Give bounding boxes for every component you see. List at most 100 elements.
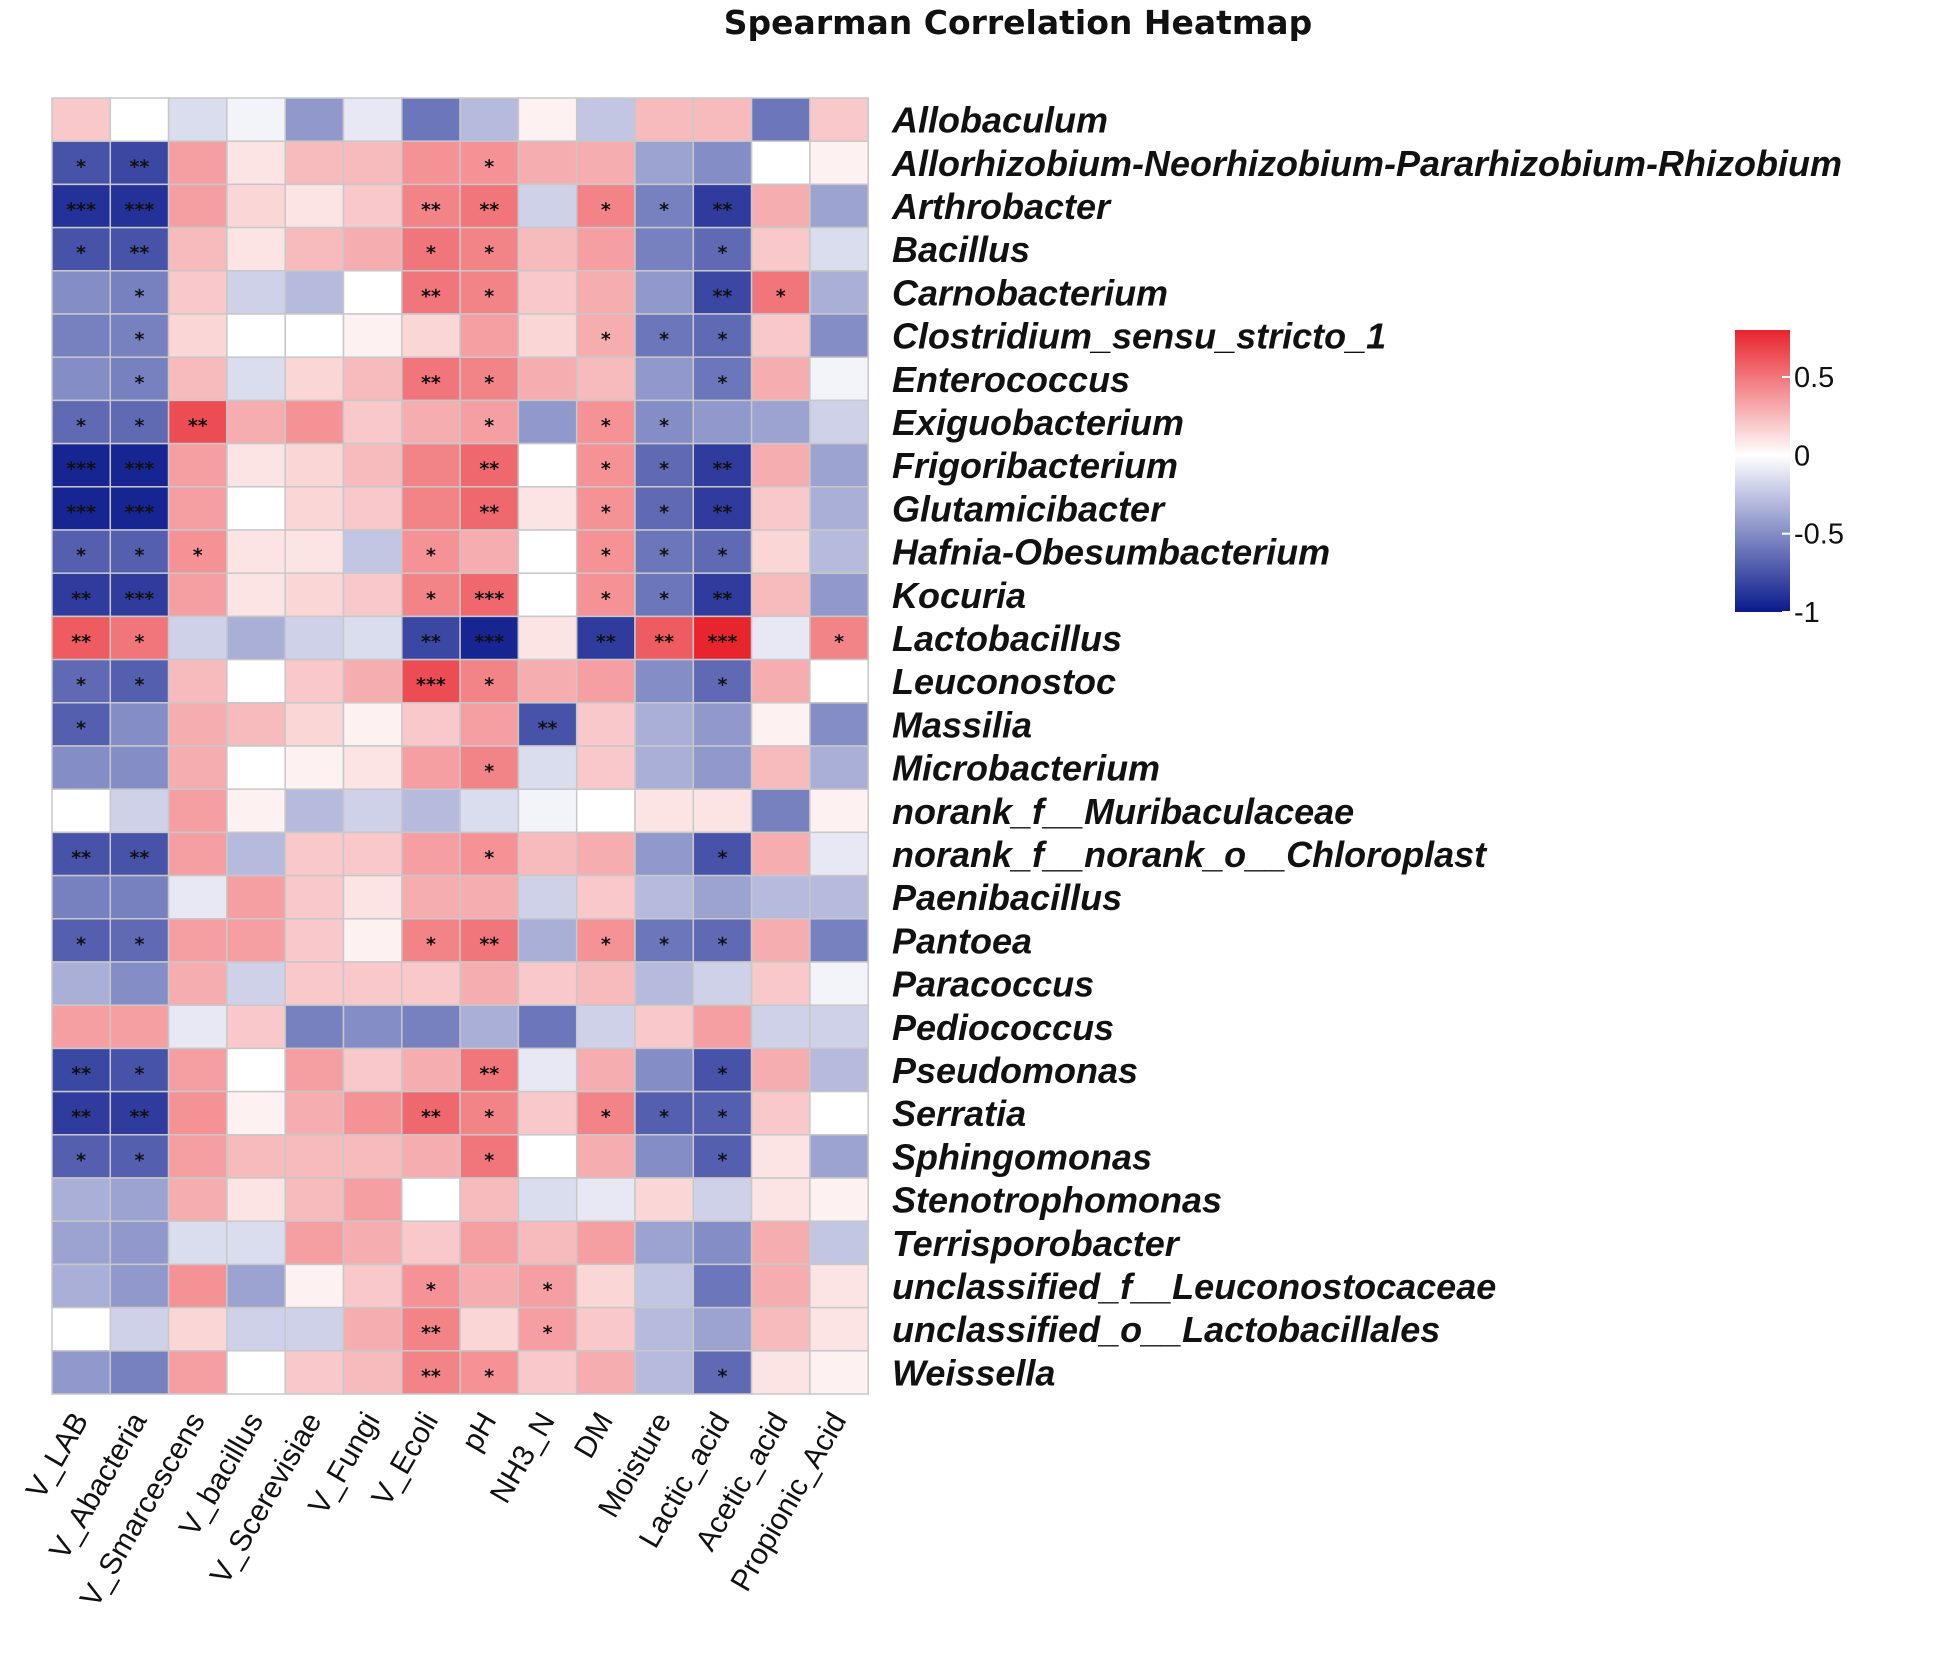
heatmap-cell <box>167 702 228 747</box>
significance-marker: * <box>717 674 727 696</box>
heatmap-cell <box>226 572 286 618</box>
heatmap-cell <box>109 140 170 186</box>
heatmap-cell <box>284 831 345 877</box>
heatmap-cell <box>634 702 695 747</box>
heatmap-cell <box>284 183 345 229</box>
heatmap-cell <box>401 1306 461 1352</box>
row-label: Serratia <box>892 1093 1026 1134</box>
heatmap-cell <box>167 356 228 402</box>
heatmap-cell <box>342 1306 403 1352</box>
heatmap-cell <box>226 788 286 834</box>
heatmap-cell <box>459 1004 520 1050</box>
heatmap-cell <box>517 831 578 877</box>
heatmap-cell <box>459 1306 520 1352</box>
significance-marker: * <box>659 545 669 567</box>
heatmap-cell <box>284 1047 345 1093</box>
significance-marker: ** <box>421 285 441 307</box>
significance-marker: ** <box>130 242 150 264</box>
heatmap-cell <box>342 615 403 661</box>
heatmap-cell <box>167 788 228 834</box>
heatmap-cell <box>692 788 753 834</box>
heatmap-cell <box>517 788 578 834</box>
heatmap-cell <box>51 702 112 747</box>
heatmap-cell <box>342 1350 403 1395</box>
significance-marker: ** <box>479 933 499 955</box>
heatmap-cell <box>284 788 345 834</box>
heatmap-cell <box>342 745 403 790</box>
heatmap-cell <box>692 615 753 661</box>
heatmap-cell <box>809 442 869 488</box>
heatmap-cell <box>517 442 578 488</box>
heatmap-cell <box>109 918 170 963</box>
row-label: Pseudomonas <box>892 1050 1138 1091</box>
heatmap-cell <box>51 745 112 790</box>
heatmap-cell <box>284 486 345 531</box>
heatmap-cell <box>342 788 403 834</box>
row-labels: AllobaculumAllorhizobium-Neorhizobium-Pa… <box>891 100 1842 1394</box>
heatmap-cell <box>167 918 228 963</box>
heatmap-cell <box>51 831 112 877</box>
significance-marker: * <box>134 1149 144 1171</box>
heatmap-cell <box>284 961 345 1006</box>
significance-marker: * <box>484 156 494 178</box>
significance-marker: * <box>717 329 727 351</box>
significance-marker: * <box>76 717 86 739</box>
heatmap-cell <box>51 399 112 445</box>
heatmap-cell <box>750 442 811 488</box>
heatmap-cell <box>634 140 695 186</box>
significance-marker: ** <box>71 1106 91 1128</box>
heatmap-cells <box>51 97 869 1395</box>
heatmap-cell <box>284 1090 345 1136</box>
heatmap-cell <box>750 702 811 747</box>
heatmap-cell <box>575 1177 636 1222</box>
column-label: pH <box>456 1407 504 1457</box>
significance-marker: * <box>834 631 844 653</box>
heatmap-cell <box>517 1134 578 1179</box>
row-label: norank_f__Muribaculaceae <box>892 791 1354 832</box>
heatmap-cell <box>51 1177 112 1222</box>
heatmap-cell <box>459 356 520 402</box>
heatmap-cell <box>342 1263 403 1309</box>
heatmap-cell <box>692 1047 753 1093</box>
heatmap-cell <box>51 529 112 574</box>
heatmap-cell <box>401 1350 461 1395</box>
heatmap-cell <box>167 1263 228 1309</box>
significance-marker: ** <box>421 631 441 653</box>
significance-marker: * <box>426 933 436 955</box>
heatmap-cell <box>167 658 228 704</box>
heatmap-cell <box>459 702 520 747</box>
heatmap-cell <box>109 270 170 315</box>
heatmap-cell <box>692 658 753 704</box>
heatmap-cell <box>167 313 228 358</box>
significance-marker: * <box>659 458 669 480</box>
heatmap-cell <box>517 874 578 920</box>
row-label: Lactobacillus <box>892 618 1122 659</box>
heatmap-cell <box>634 313 695 358</box>
significance-marker: * <box>601 933 611 955</box>
heatmap-cell <box>634 745 695 790</box>
heatmap-cell <box>692 183 753 229</box>
heatmap-cell <box>226 313 286 358</box>
heatmap-cell <box>575 1263 636 1309</box>
heatmap-cell <box>167 1047 228 1093</box>
row-label: Carnobacterium <box>892 272 1168 313</box>
heatmap-cell <box>809 313 869 358</box>
significance-marker: * <box>134 285 144 307</box>
heatmap-cell <box>634 788 695 834</box>
significance-marker: *** <box>125 199 155 221</box>
heatmap-cell <box>459 1177 520 1222</box>
row-label: Bacillus <box>892 229 1030 270</box>
heatmap-cell <box>167 961 228 1006</box>
heatmap-cell <box>401 1220 461 1266</box>
heatmap-cell <box>575 140 636 186</box>
heatmap-cell <box>575 529 636 574</box>
heatmap-cell <box>342 918 403 963</box>
significance-marker: * <box>134 674 144 696</box>
heatmap-cell <box>342 1047 403 1093</box>
heatmap-cell <box>401 183 461 229</box>
heatmap-cell <box>809 831 869 877</box>
heatmap-cell <box>750 961 811 1006</box>
significance-marker: * <box>426 588 436 610</box>
heatmap-cell <box>226 658 286 704</box>
heatmap-cell <box>634 1306 695 1352</box>
